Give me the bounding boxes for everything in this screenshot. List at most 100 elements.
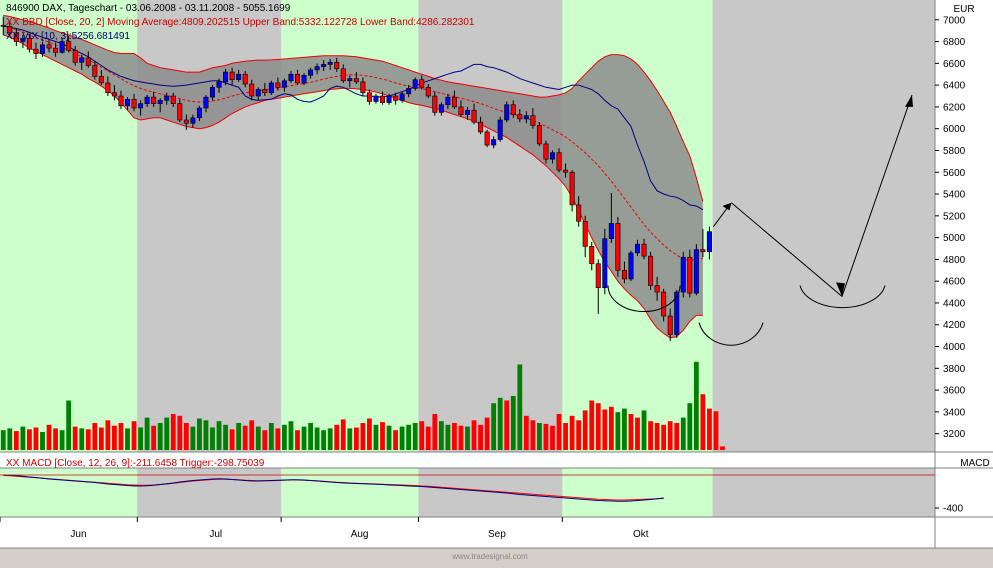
candle-body	[301, 75, 307, 84]
candle-body	[379, 95, 385, 103]
candle-body	[255, 89, 261, 97]
volume-bar	[301, 426, 307, 450]
watermark: www.tradesignal.com	[451, 552, 528, 561]
candle-body	[151, 96, 157, 104]
volume-bar	[118, 423, 124, 450]
volume-bar	[7, 428, 13, 450]
volume-bar	[268, 423, 274, 450]
volume-bar	[504, 400, 510, 450]
candle-body	[157, 100, 163, 104]
candle-body	[458, 106, 464, 115]
candle-body	[229, 71, 235, 80]
candle-body	[288, 73, 294, 82]
candle-body	[419, 79, 425, 88]
candle-body	[674, 291, 680, 335]
volume-bar	[484, 417, 490, 450]
annotation-arrowhead	[722, 202, 732, 211]
candle-body	[366, 92, 372, 102]
volume-bar	[72, 426, 78, 450]
volume-bar	[229, 429, 235, 450]
volume-bar	[445, 424, 451, 450]
volume-bar	[334, 424, 340, 450]
candle-body	[412, 79, 418, 89]
month-label: Aug	[351, 529, 369, 540]
month-label: Okt	[633, 529, 649, 540]
volume-bar	[419, 421, 425, 450]
volume-bar	[125, 428, 130, 450]
month-band-price	[418, 0, 563, 452]
volume-bar	[144, 417, 150, 450]
month-band-macd	[562, 468, 713, 517]
candle-body	[569, 171, 575, 206]
volume-bar	[628, 414, 634, 450]
volume-bar	[530, 420, 536, 450]
candle-body	[308, 69, 314, 76]
volume-bar	[216, 421, 222, 450]
volume-bar	[648, 421, 653, 450]
volume-bar	[523, 415, 529, 450]
volume-bar	[288, 421, 294, 450]
volume-bar	[465, 426, 470, 450]
volume-bar	[367, 418, 372, 450]
volume-bar	[138, 427, 143, 450]
candle-body	[85, 57, 91, 66]
price-tick-label: 6200	[943, 102, 966, 113]
volume-bar	[661, 424, 667, 450]
volume-bar	[282, 424, 287, 450]
candle-body	[628, 252, 634, 280]
volume-bar	[438, 421, 444, 450]
volume-bar	[510, 396, 516, 450]
candle-body	[98, 76, 104, 84]
volume-bar	[602, 409, 608, 450]
price-tick-label: 4600	[943, 277, 966, 288]
volume-bar	[27, 429, 32, 450]
volume-bar	[131, 421, 137, 450]
month-label: Sep	[488, 529, 506, 540]
volume-bar	[40, 432, 45, 450]
volume-bar	[569, 415, 575, 450]
annotation-bowl-1	[607, 285, 681, 312]
candle-body	[327, 61, 333, 65]
candle-body	[373, 95, 379, 102]
volume-bar	[589, 400, 595, 450]
volume-bar	[164, 417, 170, 450]
candle-body	[131, 98, 137, 109]
volume-bar	[321, 430, 327, 450]
volume-bar	[537, 423, 542, 450]
volume-bar	[105, 420, 111, 450]
volume-bar	[327, 428, 333, 450]
candle-body	[576, 204, 582, 222]
candle-body	[706, 231, 712, 253]
volume-bar	[425, 426, 431, 450]
price-tick-label: 5000	[943, 233, 966, 244]
candle-body	[321, 64, 327, 67]
month-label: Jun	[70, 529, 86, 540]
price-tick-label: 5200	[943, 211, 966, 222]
volume-bar	[295, 430, 300, 450]
price-tick-label: 3200	[943, 429, 966, 440]
candle-body	[26, 37, 32, 50]
volume-bar	[386, 425, 392, 450]
price-tick-label: 6400	[943, 81, 966, 92]
candle-body	[138, 103, 144, 109]
candle-body	[667, 315, 673, 335]
candle-body	[406, 88, 412, 95]
volume-bar	[151, 425, 157, 450]
candle-body	[66, 41, 72, 51]
volume-bar	[700, 394, 706, 450]
volume-bar	[183, 423, 189, 450]
candle-body	[164, 95, 170, 101]
volume-bar	[236, 423, 242, 450]
candle-body	[39, 44, 45, 54]
candle-body	[92, 65, 98, 77]
candle-body	[680, 256, 686, 293]
annotation-bowl-2	[698, 322, 764, 346]
volume-bar	[550, 425, 555, 450]
volume-bar	[471, 420, 477, 450]
candle-body	[7, 26, 13, 34]
volume-bar	[0, 430, 6, 450]
candle-body	[262, 89, 268, 94]
month-label: Jul	[209, 529, 222, 540]
volume-bar	[249, 420, 255, 450]
